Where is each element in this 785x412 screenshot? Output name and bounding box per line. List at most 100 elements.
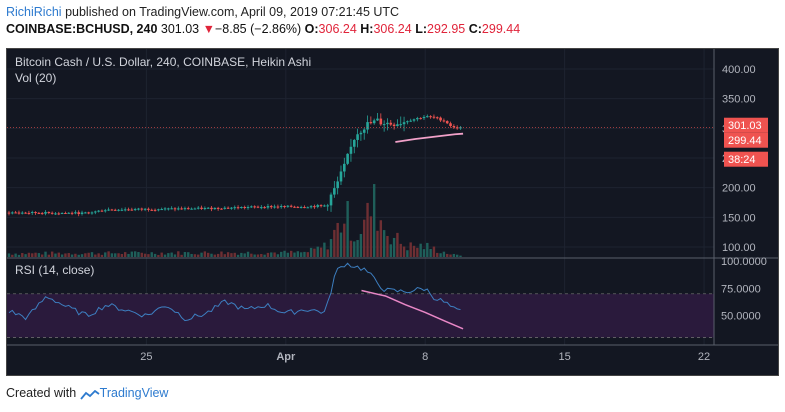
volume-bar: [77, 254, 80, 257]
volume-bar: [419, 243, 422, 257]
volume-bar: [459, 255, 462, 257]
tradingview-link[interactable]: TradingView: [99, 386, 169, 400]
candle-body: [372, 120, 376, 124]
candle-body: [84, 212, 87, 214]
candle-body: [336, 181, 339, 189]
candle-body: [77, 212, 81, 215]
price-tick-label: 400.00: [722, 64, 756, 76]
candle-body: [313, 206, 316, 208]
volume-bar: [120, 253, 124, 257]
time-tick-label: 25: [140, 351, 152, 363]
candle-body: [40, 213, 44, 215]
candle-body: [286, 205, 290, 207]
price-badge-timer-text: 38:24: [728, 154, 756, 166]
volume-bar: [303, 251, 306, 257]
candle-body: [399, 124, 403, 126]
candle-body: [170, 208, 173, 210]
candle-body: [246, 207, 250, 209]
volume-bar: [233, 252, 236, 257]
volume-bar: [74, 253, 77, 257]
rsi-line: [8, 262, 461, 322]
price-tick-label: 150.00: [722, 212, 756, 224]
volume-bar: [67, 253, 70, 257]
candle-body: [296, 206, 300, 208]
volume-bar: [87, 252, 90, 257]
candle-body: [183, 208, 187, 210]
volume-bar: [253, 254, 256, 257]
candle-body: [416, 118, 419, 120]
volume-bar: [183, 252, 187, 257]
volume-bar: [187, 252, 190, 257]
candle-body: [14, 212, 17, 214]
candle-body: [376, 118, 379, 121]
candle-body: [64, 213, 67, 215]
chart-panel[interactable]: 400.00350.00300.00250.00200.00150.00100.…: [6, 48, 779, 376]
volume-bar: [37, 253, 41, 257]
candle-body: [319, 205, 323, 207]
volume-bar: [21, 253, 24, 257]
volume-bars: [7, 184, 462, 257]
volume-bar: [432, 246, 436, 257]
candle-body: [266, 206, 270, 208]
volume-bar: [446, 253, 449, 257]
volume-bar: [173, 254, 177, 257]
candle-body: [389, 122, 393, 125]
candle-body: [137, 208, 140, 210]
volume-bar: [7, 253, 11, 257]
volume-bar: [100, 254, 104, 257]
volume-bar: [359, 234, 363, 257]
volume-bar: [47, 254, 51, 257]
volume-bar: [306, 252, 309, 257]
volume-bar: [416, 247, 419, 257]
volume-bar: [80, 254, 84, 257]
volume-bar: [379, 220, 383, 257]
volume-bar: [426, 242, 429, 257]
chart-canvas[interactable]: 400.00350.00300.00250.00200.00150.00100.…: [7, 49, 778, 375]
price-change: −8.85 (−2.86%): [215, 22, 302, 36]
candle-body: [386, 122, 389, 125]
volume-bar: [34, 252, 37, 257]
volume-bar: [216, 253, 220, 257]
down-arrow-icon: ▼: [202, 22, 215, 36]
author-link[interactable]: RichiRichi: [6, 5, 62, 19]
volume-bar: [40, 254, 44, 257]
high-value: 306.24: [373, 22, 412, 36]
volume-bar: [280, 251, 283, 257]
candle-body: [24, 212, 27, 214]
rsi-tick-label: 100.0000: [721, 256, 767, 268]
candle-body: [269, 206, 273, 208]
volume-bar: [27, 252, 31, 257]
volume-bar: [326, 249, 329, 257]
close-value: 299.44: [481, 22, 521, 36]
candle-body: [150, 209, 154, 211]
tradingview-logo-icon: [79, 389, 100, 400]
volume-bar: [366, 202, 369, 257]
candle-body: [57, 213, 61, 215]
volume-bar: [97, 253, 100, 257]
volume-bar: [376, 230, 379, 257]
volume-bar: [299, 252, 303, 257]
volume-bar: [190, 253, 193, 257]
volume-bar: [363, 219, 366, 257]
volume-bar: [260, 254, 263, 257]
candle-body: [157, 209, 160, 211]
volume-bar: [206, 252, 210, 257]
volume-bar: [386, 235, 389, 257]
volume-bar: [449, 254, 452, 257]
candle-body: [100, 210, 104, 212]
candle-body: [396, 124, 399, 127]
volume-bar: [44, 251, 47, 257]
volume-bar: [392, 237, 396, 257]
volume-bar: [24, 254, 27, 257]
candle-body: [34, 212, 37, 214]
candle-body: [379, 118, 383, 125]
volume-label: Vol (20): [15, 71, 56, 85]
open-value: 306.24: [318, 22, 357, 36]
candle-body: [37, 212, 41, 214]
candle-body: [289, 205, 293, 207]
volume-bar: [177, 251, 180, 257]
candle-body: [213, 207, 217, 210]
volume-bar: [296, 251, 300, 257]
candle-body: [445, 121, 449, 124]
candle-body: [293, 206, 296, 208]
